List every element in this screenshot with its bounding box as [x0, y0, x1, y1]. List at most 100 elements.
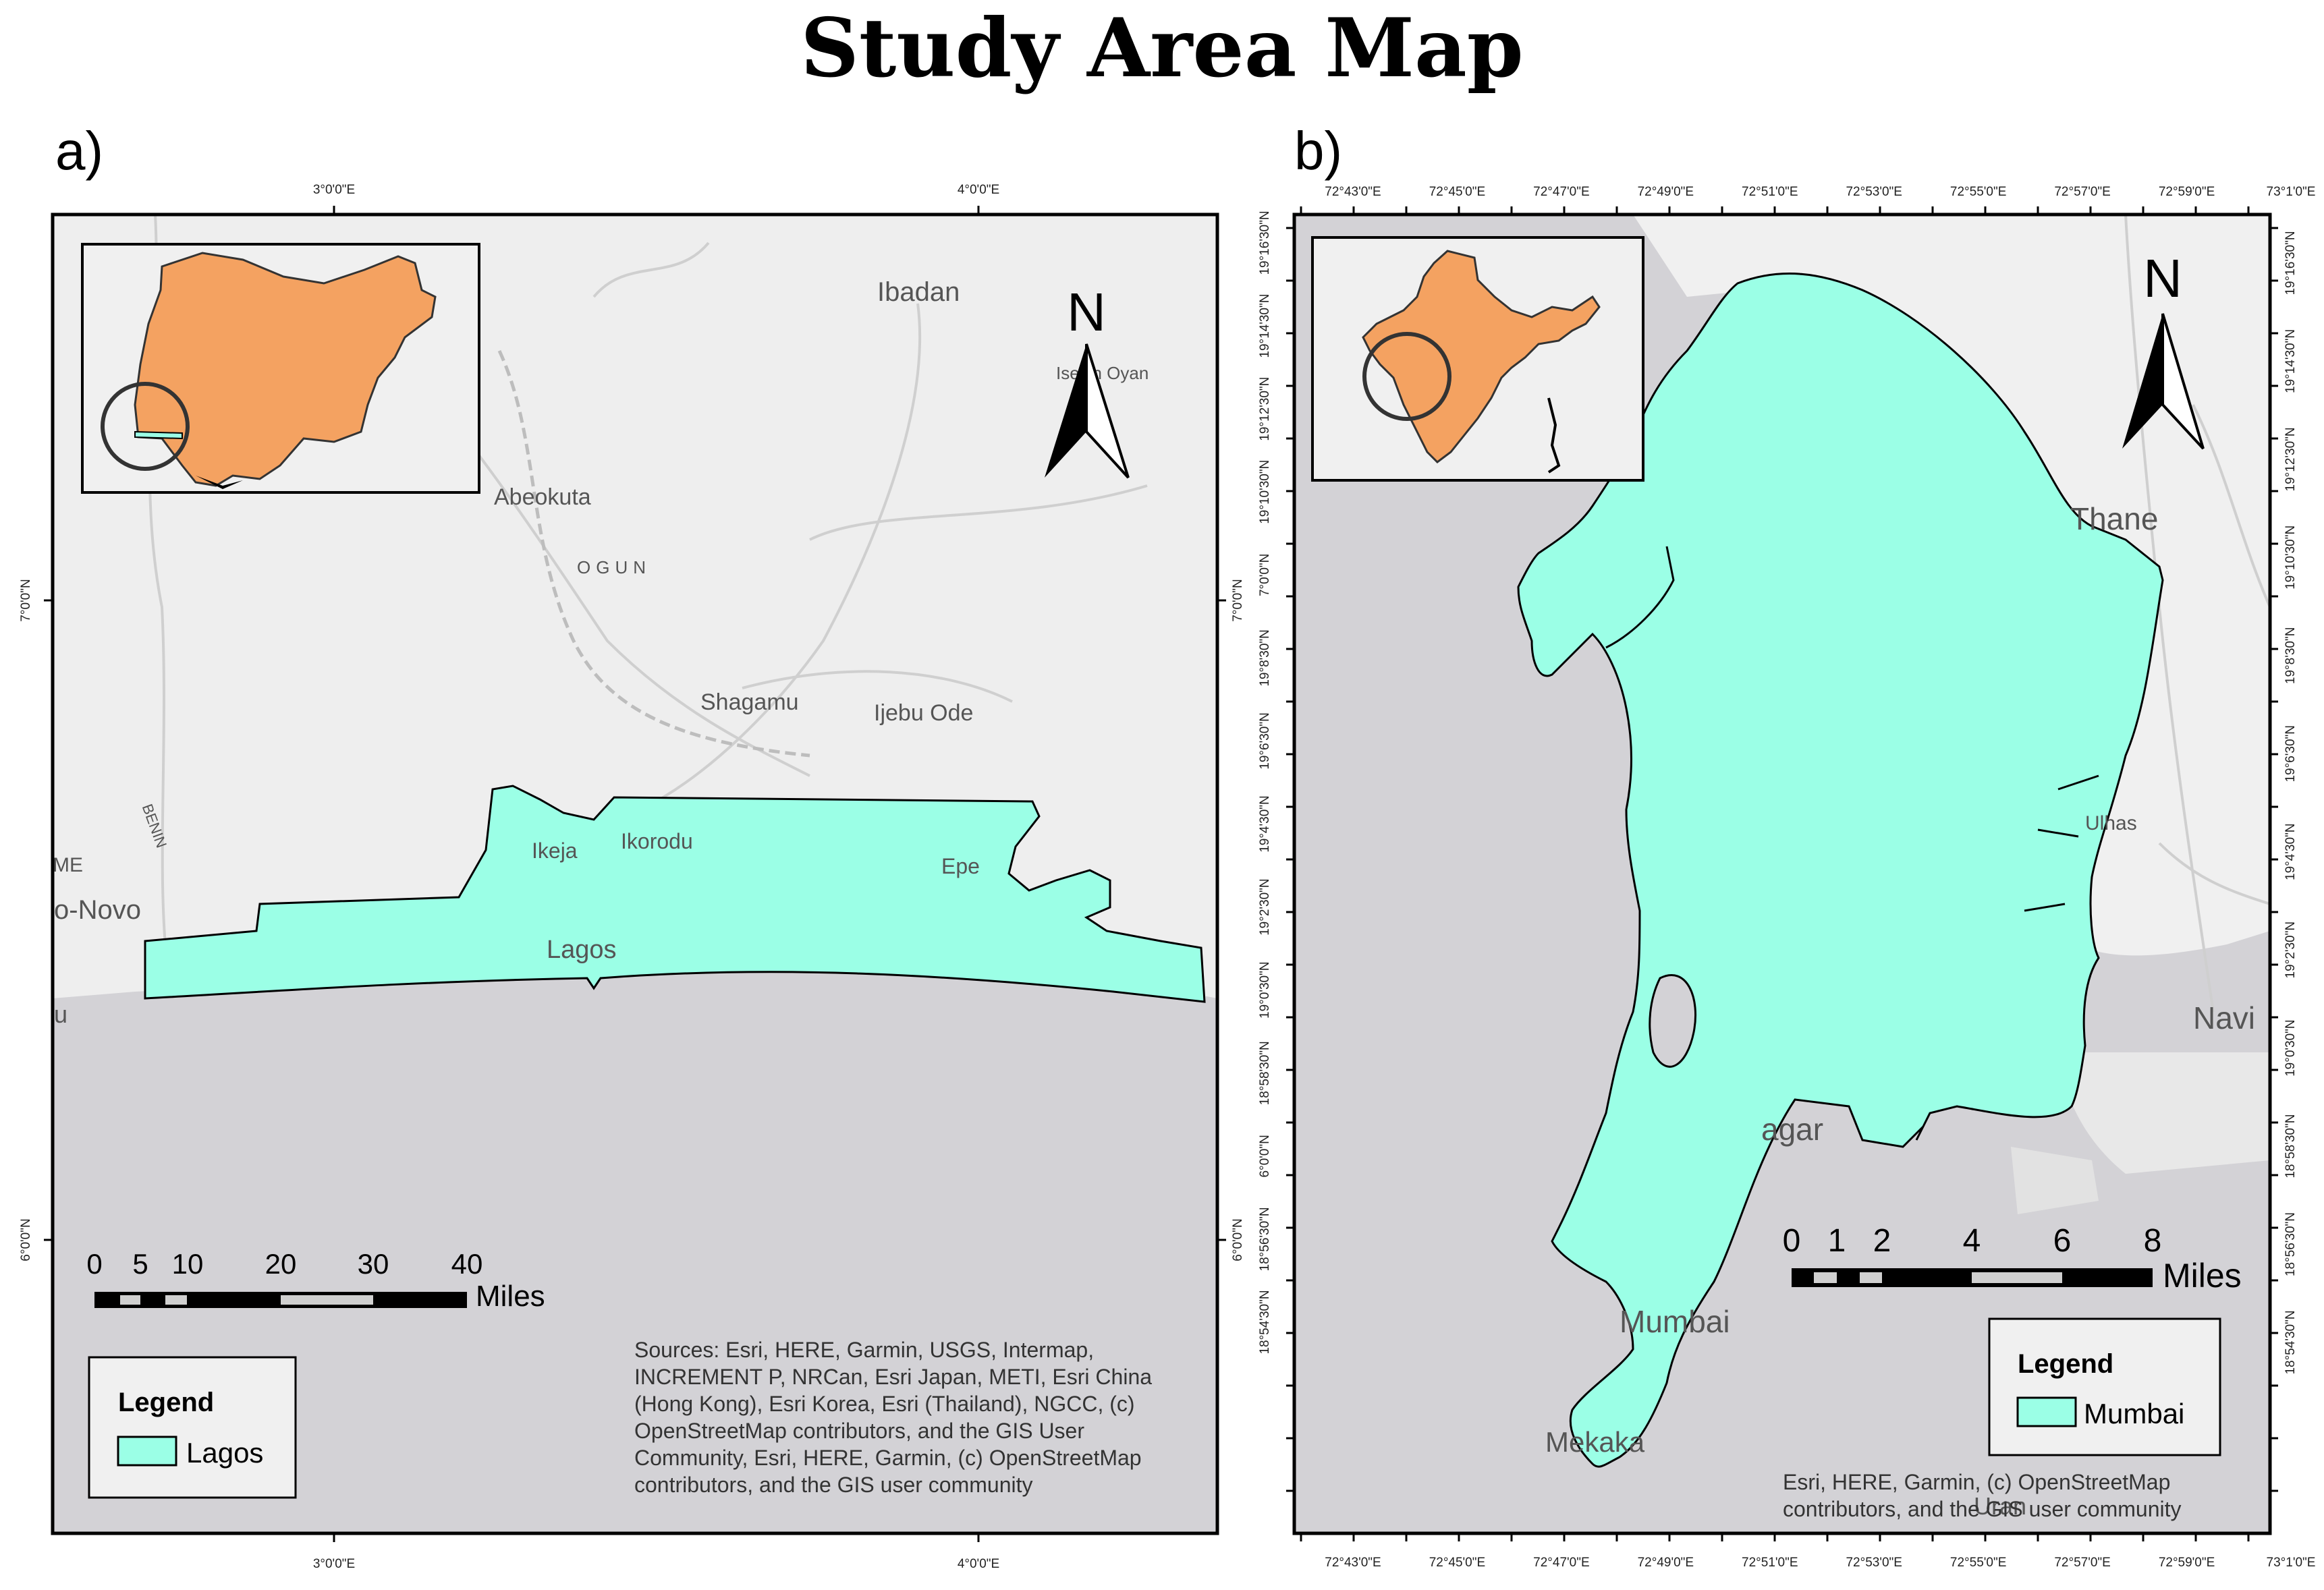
graticule-label: 18°58'30"N [1258, 1041, 1272, 1105]
inset-map-india [1311, 236, 1644, 482]
place-label: o-Novo [54, 895, 141, 925]
graticule-label: 19°10'30"N [1258, 460, 1272, 524]
legend-item: Mumbai [2084, 1398, 2184, 1429]
scale-label: 30 [358, 1248, 389, 1280]
scale-label: 5 [132, 1248, 148, 1280]
graticule-label: 19°4'30"N [1258, 795, 1272, 853]
legend: Legend Mumbai [1988, 1317, 2221, 1456]
graticule-label: 72°45'0"E [1429, 185, 1485, 199]
graticule-label: 19°16'30"N [2284, 231, 2298, 295]
graticule-label: 73°1'0"E [2267, 1556, 2316, 1570]
graticule-label: 19°6'30"N [2284, 725, 2298, 783]
graticule-label: 19°8'30"N [1258, 629, 1272, 687]
lat-tick-label: 6°0'0"N [19, 1218, 33, 1261]
place-label: Shagamu [700, 689, 799, 715]
source-line: Esri, HERE, Garmin, (c) OpenStreetMap [1783, 1470, 2170, 1494]
lon-tick-label: 3°0'0"E [313, 1557, 355, 1571]
source-line: (Hong Kong), Esri Korea, Esri (Thailand)… [634, 1392, 1135, 1416]
lat-tick-label: 7°0'0"N [1231, 579, 1245, 621]
graticule-label: 19°12'30"N [1258, 377, 1272, 441]
graticule-label: 18°56'30"N [2284, 1212, 2298, 1276]
source-credits: Esri, HERE, Garmin, (c) OpenStreetMap co… [1783, 1470, 2181, 1521]
source-line: INCREMENT P, NRCan, Esri Japan, METI, Es… [634, 1365, 1152, 1389]
scale-unit: Miles [476, 1280, 545, 1313]
graticule-label: 18°56'30"N [1258, 1207, 1272, 1271]
north-arrow-icon: N [2122, 248, 2205, 450]
place-label: Ikorodu [621, 829, 693, 853]
panel-b-frame [1292, 212, 2272, 1535]
lon-tick-label: 4°0'0"E [958, 183, 999, 197]
place-label: Thane [2070, 501, 2158, 536]
panel-a-frame [51, 212, 1219, 1535]
panel-a-map: Ibadan Iseyin Oyan Abeokuta OGUN Shagamu… [19, 183, 1245, 1571]
legend-title: Legend [2018, 1349, 2113, 1379]
graticule-label: 19°2'30"N [1258, 878, 1272, 936]
graticule-label: 7°0'0"N [1258, 554, 1272, 596]
scale-label: 4 [1963, 1223, 1981, 1259]
graticule-label: 18°58'30"N [2284, 1114, 2298, 1179]
graticule-label: 19°0'30"N [2284, 1019, 2298, 1077]
graticule-label: 19°16'30"N [1258, 210, 1272, 275]
graticule-label: 19°14'30"N [2284, 329, 2298, 393]
scale-label: 8 [2144, 1223, 2162, 1259]
scale-bar: 0 1 2 4 6 8 Miles [1783, 1223, 2242, 1295]
legend-swatch [2016, 1396, 2077, 1427]
lagos-study-area [144, 785, 1206, 1003]
scale-label: 20 [265, 1248, 297, 1280]
legend-item: Lagos [186, 1437, 263, 1469]
graticule-label: 72°53'0"E [1846, 1556, 1902, 1570]
place-label: Ibadan [877, 277, 960, 307]
graticule-labels: 72°43'0"E 72°43'0"E 72°45'0"E 72°45'0"E 72°4… [1258, 185, 2315, 1570]
panel-b-letter: b) [1294, 121, 1343, 181]
graticule-label: 18°54'30"N [2284, 1310, 2298, 1374]
lon-tick-label: 3°0'0"E [313, 183, 355, 197]
graticule-label: 73°1'0"E [2267, 185, 2316, 199]
scale-label: 1 [1828, 1223, 1846, 1259]
place-label: OGUN [577, 557, 651, 577]
graticule-label: 72°43'0"E [1325, 1556, 1381, 1570]
lat-tick-label: 6°0'0"N [1231, 1218, 1245, 1261]
source-line: OpenStreetMap contributors, and the GIS … [634, 1419, 1084, 1443]
source-line: Sources: Esri, HERE, Garmin, USGS, Inter… [634, 1338, 1094, 1362]
graticule-label: 6°0'0"N [1258, 1135, 1272, 1177]
scale-label: 6 [2053, 1223, 2072, 1259]
sea-area [53, 964, 1217, 1533]
graticule-label: 72°43'0"E [1325, 185, 1381, 199]
graticule-label: 19°10'30"N [2284, 526, 2298, 590]
scale-label: 2 [1873, 1223, 1891, 1259]
graticule-label: 19°2'30"N [2284, 921, 2298, 979]
graticule-label: 72°59'0"E [2159, 1556, 2215, 1570]
graticule-label: 19°0'30"N [1258, 961, 1272, 1019]
graticule-label: 72°51'0"E [1742, 185, 1798, 199]
lon-tick-label: 4°0'0"E [958, 1557, 999, 1571]
scale-label: 0 [1783, 1223, 1801, 1259]
place-label: agar [1761, 1112, 1823, 1147]
place-label: Iseyin Oyan [1056, 363, 1149, 383]
graticule-label: 72°57'0"E [2054, 185, 2110, 199]
graticule-ticks [1286, 206, 2278, 1541]
scale-bar: 0 5 10 20 30 40 Miles [86, 1248, 545, 1313]
source-line: Community, Esri, HERE, Garmin, (c) OpenS… [634, 1446, 1142, 1470]
place-label: Navi [2193, 1000, 2255, 1035]
graticule-label: 72°45'0"E [1429, 1556, 1485, 1570]
scale-label: 0 [86, 1248, 102, 1280]
lake [1649, 973, 1697, 1068]
graticule-label: 72°49'0"E [1638, 185, 1694, 199]
legend-title: Legend [118, 1388, 214, 1417]
source-line: contributors, and the GIS user community [1783, 1497, 2181, 1521]
place-label: Epe [941, 854, 980, 878]
land-area [2058, 1052, 2270, 1174]
graticule-label: 72°59'0"E [2159, 185, 2215, 199]
place-label: Mumbai [1620, 1304, 1730, 1339]
graticule-label: 19°6'30"N [1258, 712, 1272, 770]
place-label: Ulhas [2085, 812, 2137, 834]
graticule-label: 72°57'0"E [2054, 1556, 2110, 1570]
place-label: Ijebu Ode [874, 700, 973, 726]
scale-label: 10 [172, 1248, 204, 1280]
graticule-label: 72°47'0"E [1533, 185, 1589, 199]
graticule-ticks [44, 206, 1226, 1542]
legend-swatch [117, 1436, 177, 1467]
graticule-label: 72°51'0"E [1742, 1556, 1798, 1570]
place-label: Uran [1974, 1492, 2026, 1520]
